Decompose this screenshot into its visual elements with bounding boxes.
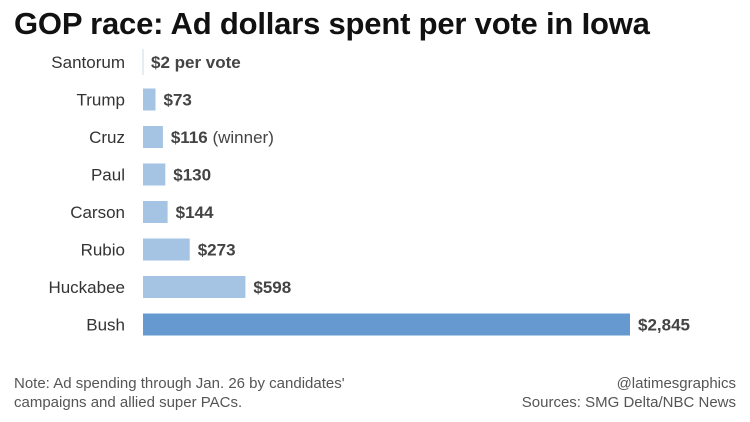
bar-chart: Santorum $2 per vote Trump $73 Cruz $116 (win… xyxy=(48,49,690,336)
bar-cruz xyxy=(143,126,163,148)
credit-handle: @latimesgraphics xyxy=(616,375,736,392)
category-label-rubio: Rubio xyxy=(81,241,125,260)
category-label-cruz: Cruz xyxy=(89,128,125,147)
bar-huckabee xyxy=(143,276,246,298)
value-label-carson: $144 xyxy=(176,203,214,222)
category-label-huckabee: Huckabee xyxy=(48,278,125,297)
chart-title: GOP race: Ad dollars spent per vote in I… xyxy=(14,6,650,41)
value-label-bush: $2,845 xyxy=(638,316,690,335)
value-note-cruz: (winner) xyxy=(208,128,274,147)
category-label-carson: Carson xyxy=(70,203,125,222)
bar-trump xyxy=(143,88,156,111)
bar-carson xyxy=(143,201,168,223)
category-label-santorum: Santorum xyxy=(51,53,125,72)
category-label-bush: Bush xyxy=(86,316,125,335)
category-label-paul: Paul xyxy=(91,166,125,185)
footnote: Note: Ad spending through Jan. 26 by can… xyxy=(14,374,434,412)
credits: @latimesgraphics Sources: SMG Delta/NBC … xyxy=(522,374,736,412)
bar-paul xyxy=(143,163,166,186)
footnote-line-2: campaigns and allied super PACs. xyxy=(14,394,243,411)
value-label-trump: $73 xyxy=(163,91,191,110)
value-label-rubio: $273 xyxy=(198,241,236,260)
value-label-huckabee: $598 xyxy=(253,278,291,297)
bar-rubio xyxy=(143,238,190,261)
value-label-santorum: $2 per vote xyxy=(151,53,241,72)
category-label-trump: Trump xyxy=(77,91,126,110)
source-line: Sources: SMG Delta/NBC News xyxy=(521,394,736,411)
value-label-paul: $130 xyxy=(173,166,211,185)
bar-bush xyxy=(143,313,630,336)
footnote-line-1: Note: Ad spending through Jan. 26 by can… xyxy=(14,375,345,392)
value-label-cruz: $116 (winner) xyxy=(171,128,274,147)
